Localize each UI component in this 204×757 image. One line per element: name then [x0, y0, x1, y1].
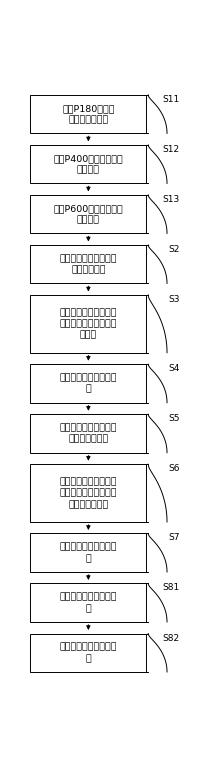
Text: 采用过硫酸铵水溶液对
受检面进行腐蚀: 采用过硫酸铵水溶液对 受检面进行腐蚀 [59, 423, 116, 444]
Text: S5: S5 [167, 414, 179, 423]
Bar [30, 195, 146, 233]
Bar [30, 95, 146, 133]
Text: S7: S7 [167, 534, 179, 543]
Text: 将受检面采用风干机吹
干: 将受检面采用风干机吹 干 [59, 643, 116, 663]
Bar [30, 534, 146, 572]
Text: 采用硝酸酒精溶液对受
检面进行腐蚀: 采用硝酸酒精溶液对受 检面进行腐蚀 [59, 254, 116, 275]
Text: 采用水对受检面进行冲
刷: 采用水对受检面进行冲 刷 [59, 373, 116, 394]
Bar [30, 414, 146, 453]
Text: S3: S3 [167, 295, 179, 304]
Text: S2: S2 [167, 245, 179, 254]
Text: 采用P180砂纸对
受检面进行研磨: 采用P180砂纸对 受检面进行研磨 [62, 104, 114, 124]
Text: 在受检面上滴上无水乙
醇: 在受检面上滴上无水乙 醇 [59, 593, 116, 613]
Bar [30, 245, 146, 283]
Text: S11: S11 [162, 95, 179, 104]
Text: S12: S12 [162, 145, 179, 154]
Bar [30, 464, 146, 522]
Text: S13: S13 [162, 195, 179, 204]
Text: 采用水对受检面进行冲
刷: 采用水对受检面进行冲 刷 [59, 543, 116, 563]
Bar [30, 145, 146, 183]
Text: S81: S81 [162, 584, 179, 593]
Bar [30, 364, 146, 403]
Text: 目视受检面的焊道、熔
合线、热影响区轮廓可
见后，停止腐蚀: 目视受检面的焊道、熔 合线、热影响区轮廓可 见后，停止腐蚀 [59, 477, 116, 509]
Bar [30, 295, 146, 353]
Text: S6: S6 [167, 464, 179, 473]
Text: 采用P400砂纸对受检面
进行研磨: 采用P400砂纸对受检面 进行研磨 [53, 154, 123, 174]
Text: S4: S4 [167, 364, 179, 373]
Text: 目视受检面的划痕消失
，焊缝轮廓可见后，停
止腐蚀: 目视受检面的划痕消失 ，焊缝轮廓可见后，停 止腐蚀 [59, 308, 116, 340]
Text: S82: S82 [162, 634, 179, 643]
Text: 采用P600砂纸对受检面
进行研磨: 采用P600砂纸对受检面 进行研磨 [53, 204, 123, 224]
Bar [30, 584, 146, 622]
Bar [30, 634, 146, 672]
